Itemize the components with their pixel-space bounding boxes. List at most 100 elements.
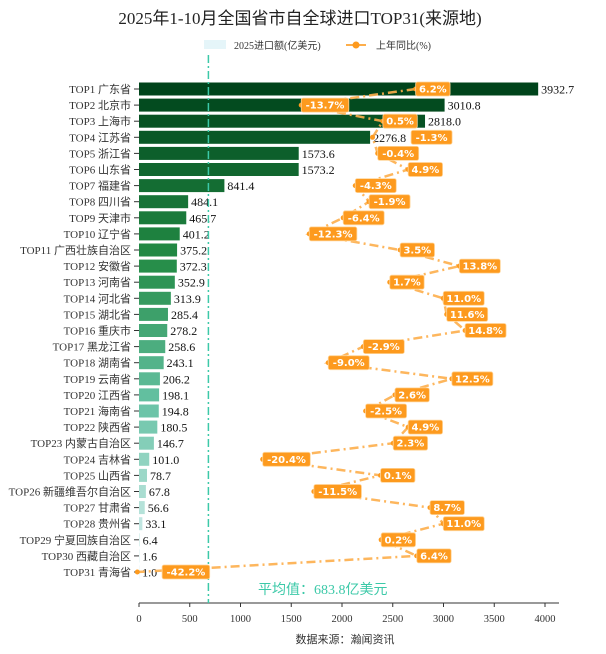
bar-value-label: 285.4 — [171, 308, 198, 322]
yoy-label: -9.0% — [333, 358, 365, 369]
yoy-label: 0.2% — [384, 535, 412, 546]
yoy-label-box — [407, 162, 443, 177]
yoy-label: -2.5% — [370, 407, 402, 418]
bar-value-label: 101.0 — [152, 453, 179, 467]
y-tick-label: TOP11 广西壮族自治区 — [20, 243, 131, 257]
bar-value-label: 78.7 — [150, 469, 171, 483]
y-tick-label: TOP3 上海市 — [69, 114, 131, 128]
y-tick-label: TOP31 青海省 — [64, 565, 131, 579]
yoy-label: 2.3% — [397, 439, 425, 450]
bar — [139, 227, 180, 241]
legend-line-label: 上年同比(%) — [376, 39, 431, 52]
yoy-label-box — [410, 129, 453, 145]
bar-value-label: 375.2 — [180, 244, 207, 258]
yoy-point — [134, 569, 140, 575]
yoy-label-box — [389, 274, 425, 290]
yoy-label-box — [382, 113, 418, 129]
legend-bar-swatch — [204, 40, 226, 49]
bar — [139, 211, 187, 225]
bar — [139, 82, 539, 96]
x-tick-label: 1500 — [281, 614, 302, 625]
legend-line-marker — [352, 41, 360, 49]
x-tick-label: 3000 — [433, 614, 454, 625]
yoy-label: 14.8% — [468, 326, 503, 337]
yoy-label: -11.5% — [318, 487, 357, 498]
yoy-label-box — [446, 306, 489, 322]
bar — [139, 356, 164, 370]
bar — [139, 485, 146, 498]
y-tick-label: TOP25 山西省 — [64, 469, 131, 482]
yoy-label-box — [365, 403, 408, 419]
bar-value-label: 180.5 — [160, 421, 187, 435]
yoy-label: 0.1% — [384, 471, 412, 482]
y-tick-label: TOP17 黑龙江省 — [53, 341, 131, 354]
bar-value-label: 146.7 — [157, 437, 184, 451]
yoy-label: 2.6% — [398, 390, 426, 401]
bar-value-label: 198.1 — [162, 388, 189, 402]
yoy-label: -0.4% — [382, 149, 414, 160]
x-tick-label: 3500 — [484, 614, 505, 625]
yoy-label-box — [451, 371, 494, 387]
yoy-label-box — [380, 532, 416, 548]
y-tick-label: TOP6 山东省 — [69, 164, 131, 177]
yoy-label: 6.2% — [419, 85, 447, 96]
x-tick-label: 4000 — [535, 614, 556, 625]
bar-value-label: 1573.2 — [302, 163, 335, 177]
bar — [139, 243, 178, 257]
bar-value-label: 2276.8 — [373, 131, 406, 145]
y-tick-label: TOP4 江苏省 — [69, 131, 131, 144]
average-label: 平均值：683.8亿美元 — [258, 582, 388, 598]
yoy-label: 8.7% — [433, 503, 461, 514]
yoy-label-box — [313, 484, 362, 499]
bar-value-label: 33.1 — [145, 517, 166, 531]
yoy-label-box — [464, 323, 507, 338]
bar-value-label: 258.6 — [168, 340, 195, 354]
bar — [139, 420, 158, 434]
y-tick-label: TOP26 新疆维吾尔自治区 — [9, 485, 131, 499]
yoy-label-box — [442, 290, 485, 306]
legend-bar-label: 2025进口额(亿美元) — [234, 39, 321, 52]
bar — [139, 291, 171, 305]
bar-value-label: 243.1 — [167, 356, 194, 370]
yoy-label-box — [354, 178, 397, 194]
source-note: 数据来源：瀚闻资讯 — [296, 632, 395, 646]
bar-value-label: 1.6 — [142, 549, 157, 563]
y-tick-label: TOP16 重庆市 — [64, 324, 131, 338]
y-tick-label: TOP19 云南省 — [64, 373, 131, 386]
bar — [139, 114, 426, 128]
bar — [139, 195, 189, 209]
bar-value-label: 194.8 — [162, 405, 189, 419]
bar — [139, 163, 299, 176]
yoy-label: 4.9% — [412, 165, 440, 176]
yoy-label-box — [416, 548, 452, 564]
bar — [139, 275, 175, 289]
yoy-label-box — [342, 210, 385, 226]
bar-value-label: 6.4 — [143, 533, 158, 547]
yoy-label-box — [368, 194, 411, 210]
y-tick-label: TOP28 贵州省 — [64, 518, 131, 531]
y-tick-label: TOP1 广东省 — [69, 83, 131, 96]
bar-value-label: 278.2 — [170, 324, 197, 338]
bar-value-label: 372.3 — [180, 260, 207, 274]
bar-value-label: 484.1 — [191, 195, 218, 209]
yoy-label: -2.9% — [368, 342, 400, 353]
y-tick-label: TOP30 西藏自治区 — [42, 549, 131, 563]
yoy-label-box — [362, 339, 405, 355]
x-tick-label: 0 — [136, 614, 141, 625]
bar — [139, 146, 299, 160]
yoy-label-box — [458, 258, 501, 274]
y-tick-label: TOP10 辽宁省 — [64, 227, 131, 241]
bar-value-label: 206.2 — [163, 372, 190, 386]
bar-value-label: 841.4 — [227, 179, 254, 193]
bar — [139, 533, 140, 547]
yoy-label-box — [415, 81, 451, 97]
yoy-label: -13.7% — [306, 101, 345, 112]
yoy-label-box — [399, 242, 435, 258]
yoy-label: -6.4% — [348, 213, 380, 224]
bar-value-label: 3010.8 — [448, 99, 481, 113]
yoy-label: 12.5% — [455, 374, 490, 385]
y-tick-label: TOP23 内蒙古自治区 — [31, 436, 131, 450]
bar-value-label: 465.7 — [189, 211, 216, 225]
yoy-label: 6.4% — [420, 551, 448, 562]
yoy-label: -4.3% — [360, 181, 392, 192]
